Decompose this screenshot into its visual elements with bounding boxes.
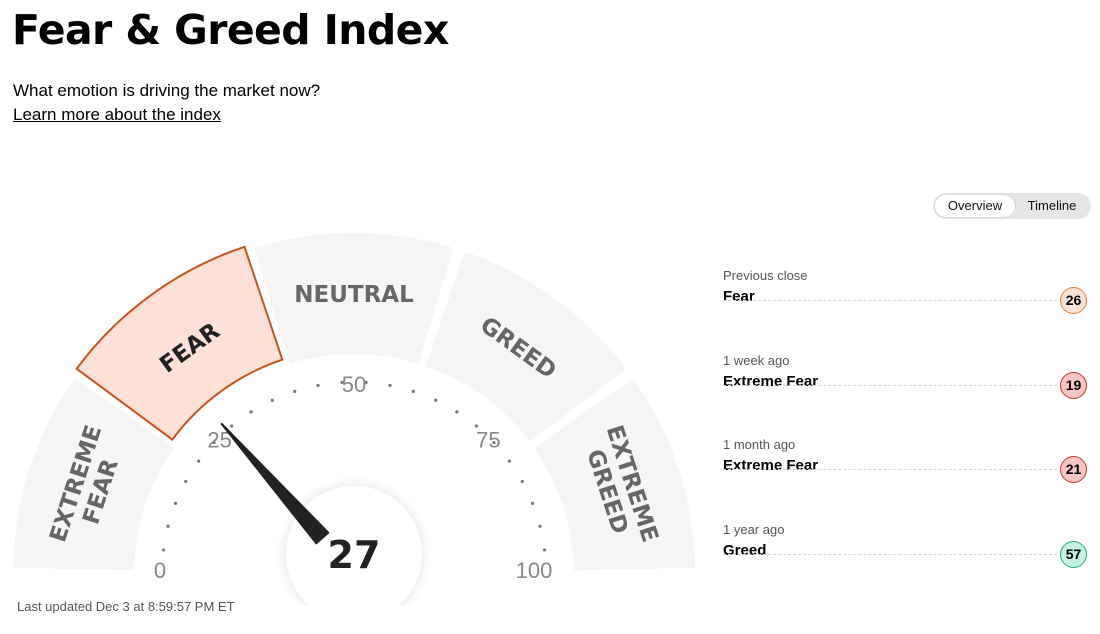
history-label: Previous close [723, 268, 808, 283]
history-list: Previous close Fear 26 1 week ago Extrem… [723, 268, 1087, 606]
scale-dot [364, 380, 368, 384]
scale-dot [173, 501, 178, 505]
history-value-badge: 21 [1060, 456, 1087, 483]
history-rating: Extreme Fear [723, 372, 819, 390]
history-item-previous-close: Previous close Fear 26 [723, 268, 1087, 353]
scale-dot [197, 459, 201, 463]
gauge-segment-fear-active [75, 245, 284, 441]
history-item-1-week-ago: 1 week ago Extreme Fear 19 [723, 353, 1087, 438]
gauge-segment-neutral [254, 233, 454, 364]
scale-dot [184, 479, 188, 484]
gauge-label-extreme-greed: EXTREMEGREED [576, 422, 663, 553]
history-item-1-year-ago: 1 year ago Greed 57 [723, 522, 1087, 607]
history-label: 1 year ago [723, 521, 785, 537]
scale-label-0: 0 [154, 558, 166, 583]
scale-dot [230, 424, 234, 428]
history-label: 1 month ago [723, 437, 796, 452]
scale-dot [293, 389, 297, 393]
scale-dot [340, 380, 344, 384]
scale-dot [212, 440, 216, 445]
scale-dot [411, 389, 415, 393]
history-label: 1 week ago [723, 352, 790, 368]
gauge-needle [220, 422, 330, 545]
dashed-divider [723, 300, 1057, 301]
scale-dot [388, 383, 392, 388]
scale-dot [492, 440, 496, 445]
gauge-segment-greed [425, 251, 627, 442]
page-title: Fear & Greed Index [12, 6, 449, 54]
timeline-tab[interactable]: Timeline [1027, 198, 1077, 213]
dashed-divider [723, 553, 1057, 555]
gauge-segment-extreme-greed [534, 378, 695, 571]
scale-dot [474, 424, 478, 428]
history-value-badge: 26 [1060, 287, 1087, 314]
page-subtitle: What emotion is driving the market now? [13, 81, 321, 100]
scale-label-100: 100 [516, 558, 553, 583]
scale-dot [538, 524, 542, 528]
scale-dot [455, 410, 459, 414]
scale-dot [530, 501, 535, 505]
scale-dot [316, 383, 320, 388]
fear-greed-gauge: EXTREMEFEARFEARNEUTRALGREEDEXTREMEGREED0… [13, 233, 695, 605]
learn-more-link[interactable]: Learn more about the index [13, 105, 221, 124]
history-value-badge: 57 [1060, 540, 1087, 568]
scale-dot [270, 398, 274, 402]
scale-dot [161, 548, 166, 552]
scale-label-50: 50 [342, 372, 366, 397]
scale-dot [520, 479, 524, 484]
history-item-1-month-ago: 1 month ago Extreme Fear 21 [723, 437, 1087, 522]
gauge-center-disc [286, 486, 422, 605]
overview-tab[interactable]: Overview [935, 195, 1015, 217]
dashed-divider [723, 469, 1057, 470]
scale-dot [434, 398, 438, 402]
scale-label-75: 75 [476, 428, 500, 453]
gauge-label-line: NEUTRAL [294, 282, 414, 308]
gauge-value: 27 [328, 533, 381, 577]
history-rating: Extreme Fear [723, 457, 819, 474]
history-rating: Fear [723, 288, 755, 305]
scale-dot [542, 548, 547, 552]
scale-dot [166, 524, 170, 528]
gauge-segment-extreme-fear [13, 378, 174, 571]
scale-dot [249, 410, 253, 414]
gauge-label-neutral: NEUTRAL [294, 282, 414, 308]
last-updated-text: Last updated Dec 3 at 8:59:57 PM ET [17, 599, 235, 614]
history-rating: Greed [723, 541, 767, 559]
history-value-badge: 19 [1060, 371, 1087, 399]
dashed-divider [723, 384, 1057, 386]
view-toggle: Overview Timeline [933, 193, 1091, 219]
scale-dot [507, 459, 511, 463]
